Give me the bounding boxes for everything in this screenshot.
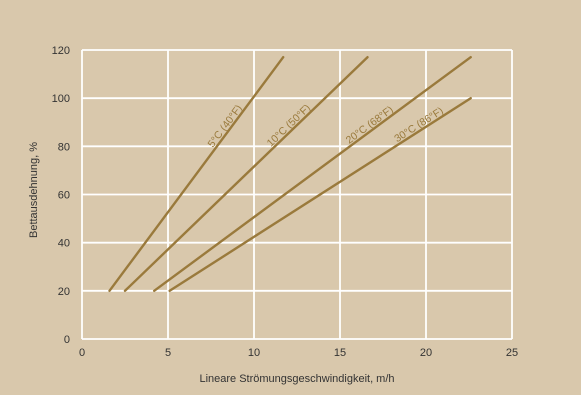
tick-labels: 0 5 10 15 20 25 0 20 40 60 80 100 120	[52, 45, 518, 359]
y-tick-label: 60	[58, 190, 70, 202]
x-tick-label: 10	[248, 347, 260, 359]
x-tick-label: 25	[506, 347, 518, 359]
series-line	[168, 97, 472, 292]
series-label: 10°C (50°F)	[265, 102, 313, 149]
x-axis-label: Lineare Strömungsgeschwindigkeit, m/h	[199, 373, 394, 385]
series-label: 30°C (86°F)	[392, 105, 445, 145]
x-tick-label: 0	[79, 347, 85, 359]
grid	[81, 49, 513, 340]
y-tick-label: 100	[52, 93, 70, 105]
y-tick-label: 0	[64, 334, 70, 346]
series-label: 5°C (40°F)	[206, 103, 245, 150]
series-line	[153, 56, 472, 292]
y-tick-label: 120	[52, 45, 70, 57]
x-tick-label: 15	[334, 347, 346, 359]
y-tick-label: 40	[58, 238, 70, 250]
series-line	[123, 56, 369, 292]
y-tick-label: 20	[58, 286, 70, 298]
series-label: 20°C (68°F)	[344, 104, 396, 147]
series-line	[108, 56, 285, 292]
y-tick-label: 80	[58, 141, 70, 153]
y-axis-label: Bettausdehnung, %	[28, 142, 40, 238]
x-tick-label: 20	[420, 347, 432, 359]
x-tick-label: 5	[165, 347, 171, 359]
series: 5°C (40°F) 10°C (50°F) 20°C (68°F)30°C (86…	[108, 56, 472, 292]
